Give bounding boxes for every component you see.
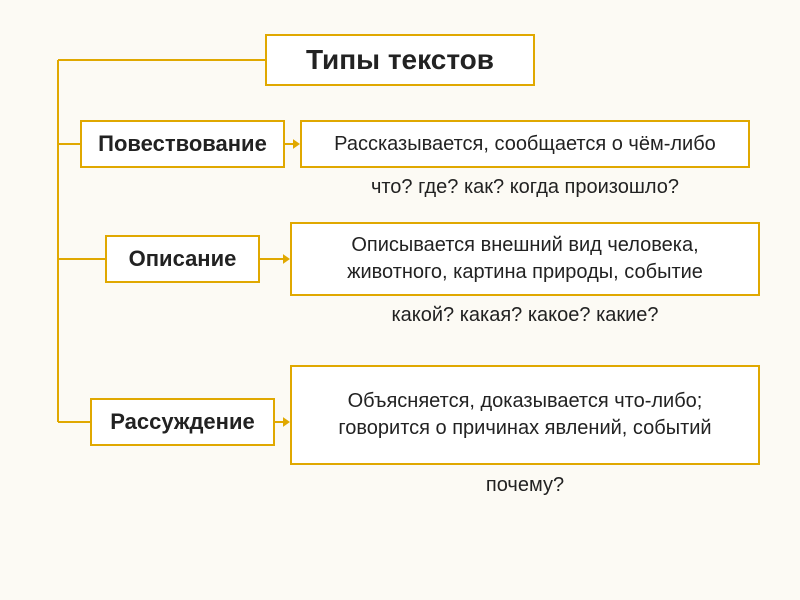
- type-reasoning-questions: почему?: [430, 472, 620, 499]
- type-description-questions-text: какой? какая? какое? какие?: [391, 304, 658, 326]
- type-reasoning-text: Рассуждение: [110, 407, 254, 437]
- type-reasoning-desc: Объясняется, доказывается что-либо; гово…: [290, 365, 760, 465]
- type-narration-desc: Рассказывается, сообщается о чём-либо: [300, 120, 750, 168]
- title-text: Типы текстов: [306, 41, 494, 79]
- type-narration-text: Повествование: [98, 129, 267, 159]
- type-narration-questions-text: что? где? как? когда произошло?: [371, 176, 679, 198]
- type-narration-desc-text: Рассказывается, сообщается о чём-либо: [334, 131, 716, 158]
- type-reasoning-questions-text: почему?: [486, 474, 564, 496]
- type-narration-label: Повествование: [80, 120, 285, 168]
- connector-lines: [0, 0, 800, 600]
- type-narration-questions: что? где? как? когда произошло?: [300, 174, 750, 201]
- type-description-label: Описание: [105, 235, 260, 283]
- type-reasoning-desc-text: Объясняется, доказывается что-либо; гово…: [302, 388, 748, 442]
- type-description-questions: какой? какая? какое? какие?: [300, 302, 750, 329]
- type-description-desc: Описывается внешний вид человека, животн…: [290, 222, 760, 296]
- type-description-desc-text: Описывается внешний вид человека, животн…: [302, 232, 748, 286]
- title-box: Типы текстов: [265, 34, 535, 86]
- type-description-text: Описание: [129, 244, 237, 274]
- type-reasoning-label: Рассуждение: [90, 398, 275, 446]
